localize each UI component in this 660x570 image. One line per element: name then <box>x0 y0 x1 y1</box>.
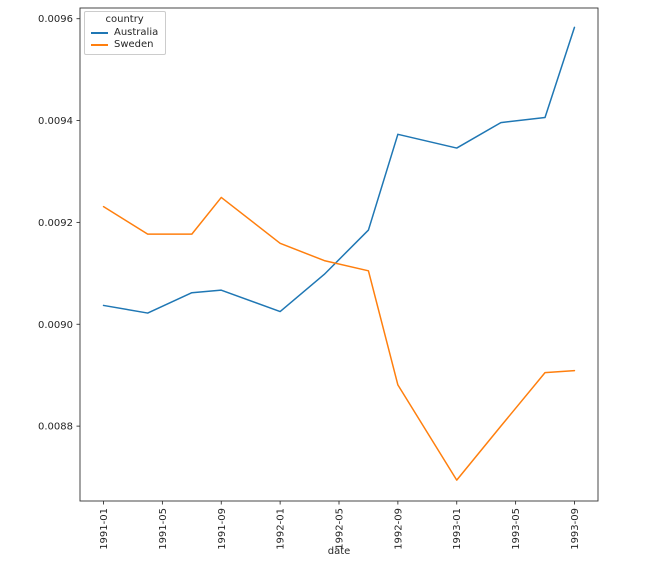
x-tick-label: 1991-09 <box>217 508 228 550</box>
y-tick-label: 0.0088 <box>38 422 73 433</box>
legend-entry-label: Australia <box>114 27 159 38</box>
y-tick-label: 0.0090 <box>38 320 73 331</box>
series-line-australia <box>102 26 576 314</box>
legend-line-swatch <box>91 44 108 46</box>
legend-entry-australia: Australia <box>91 27 158 39</box>
x-tick-label: 1991-01 <box>99 508 110 550</box>
x-tick-label: 1993-01 <box>452 508 463 550</box>
x-tick-label: 1993-05 <box>511 508 522 550</box>
legend-entry-label: Sweden <box>114 39 154 50</box>
legend-title: country <box>105 14 144 25</box>
y-tick-label: 0.0092 <box>38 218 73 229</box>
x-tick-label: 1992-05 <box>335 508 346 550</box>
series-line-sweden <box>102 196 576 481</box>
x-tick-label: 1992-01 <box>276 508 287 550</box>
legend-line-swatch <box>91 32 108 34</box>
x-tick-label: 1991-05 <box>158 508 169 550</box>
legend-entries: Australia Sweden <box>91 27 158 51</box>
x-tick-label: 1993-09 <box>570 508 581 550</box>
x-axis-title: date <box>327 546 351 557</box>
y-tick-label: 0.0094 <box>38 116 73 127</box>
x-tick-label: 1992-09 <box>393 508 404 550</box>
legend-entry-sweden: Sweden <box>91 39 158 51</box>
y-tick-label: 0.0096 <box>38 14 73 25</box>
axes-spines <box>79 7 599 502</box>
legend: country Australia Sweden <box>84 11 167 55</box>
